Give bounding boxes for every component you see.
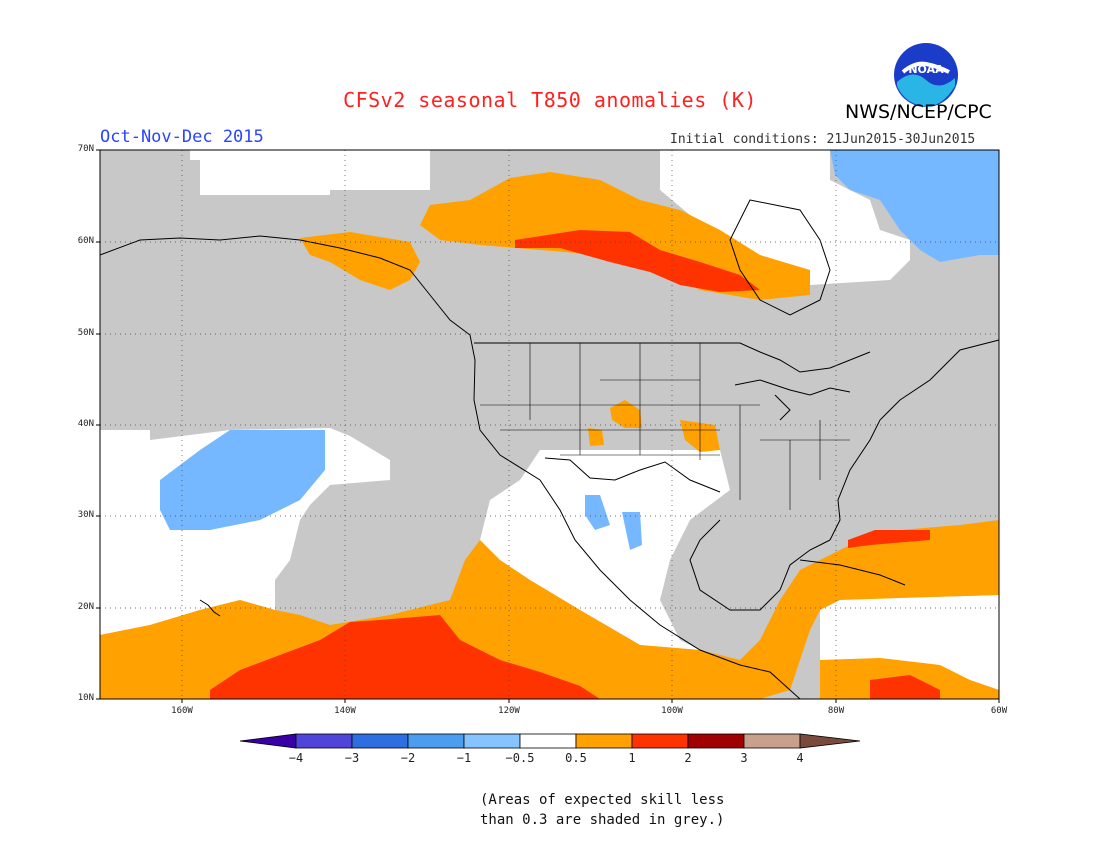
lon-label: 60W <box>990 706 1008 716</box>
us-mexico-border <box>544 457 721 493</box>
cool-region-hudson-east <box>830 150 999 262</box>
colorbar-segment <box>631 733 689 749</box>
strong-warm-region-canada <box>515 230 760 292</box>
lon-label: 100W <box>661 706 683 716</box>
anomaly-field <box>100 150 999 699</box>
neutral-region-mexico <box>480 450 730 650</box>
skill-note-line2: than 0.3 are shaded in grey.) <box>480 812 725 828</box>
cool-region-pacific <box>160 430 325 530</box>
us-canada-border <box>474 342 871 373</box>
colorbar-segment <box>743 733 801 749</box>
colorbar-label: 3 <box>740 751 748 765</box>
colorbar-label: −3 <box>344 751 360 765</box>
colorbar-label: −2 <box>400 751 416 765</box>
initial-conditions: Initial conditions: 21Jun2015-30Jun2015 <box>670 132 976 147</box>
colorbar-segment <box>575 733 633 749</box>
coastline-gulf <box>689 519 831 611</box>
coastline-hudson <box>729 199 831 316</box>
great-lakes <box>734 379 851 421</box>
coastline-alaska <box>99 235 471 336</box>
agency-label: NWS/NCEP/CPC <box>845 101 992 123</box>
lat-label: 50N <box>77 328 94 338</box>
lat-label: 30N <box>77 510 94 520</box>
lat-label: 60N <box>77 236 94 246</box>
colorbar-segment <box>407 733 465 749</box>
strong-warm-region-pacific <box>210 615 600 699</box>
map-title: CFSv2 seasonal T850 anomalies (K) <box>343 88 757 112</box>
lon-label: 120W <box>498 706 520 716</box>
lat-label: 10N <box>77 693 94 703</box>
coastline-east <box>829 339 1000 541</box>
warm-region-central-us <box>588 400 720 452</box>
colorbar-right-arrow <box>799 733 861 749</box>
colorbar-segment <box>463 733 521 749</box>
colorbar-label: 0.5 <box>565 751 587 765</box>
coastline-west <box>469 334 801 700</box>
colorbar-label: −1 <box>456 751 472 765</box>
colorbar-label: 4 <box>796 751 804 765</box>
colorbar-segment <box>351 733 409 749</box>
lon-label: 140W <box>334 706 356 716</box>
state-borders <box>480 343 850 510</box>
lat-label: 40N <box>77 419 94 429</box>
noaa-logo: NOAA <box>894 43 958 107</box>
cuba <box>799 559 906 586</box>
hawaii <box>199 599 221 617</box>
colorbar-label: −0.5 <box>505 751 535 765</box>
season-label: Oct-Nov-Dec 2015 <box>100 127 264 147</box>
colorbar-left-arrow <box>239 733 297 749</box>
colorbar-segment <box>295 733 353 749</box>
logo-text: NOAA <box>908 63 944 76</box>
colorbar-segment <box>519 733 577 749</box>
coastlines <box>99 199 1000 700</box>
axis-ticks <box>96 149 1000 703</box>
lat-label: 70N <box>77 144 94 154</box>
neutral-region-northeast <box>660 150 910 285</box>
cool-region-southwest <box>585 495 642 550</box>
colorbar-segment <box>687 733 745 749</box>
lon-label: 80W <box>827 706 845 716</box>
lat-label: 20N <box>77 602 94 612</box>
skill-note-line1: (Areas of expected skill less <box>480 792 725 808</box>
colorbar-label: 1 <box>628 751 636 765</box>
colorbar-label: 2 <box>684 751 692 765</box>
neutral-region-caribbean <box>820 595 999 690</box>
neutral-region-north <box>190 150 430 195</box>
colorbar <box>239 733 861 749</box>
lon-label: 160W <box>171 706 193 716</box>
colorbar-label: −4 <box>288 751 304 765</box>
